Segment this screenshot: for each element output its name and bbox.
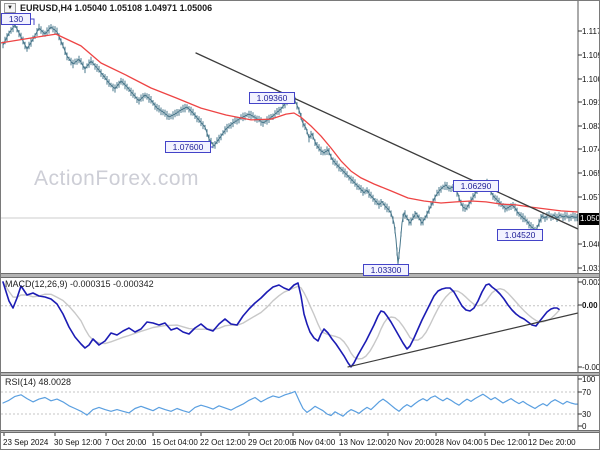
- time-axis-label: 13 Nov 12:00: [339, 438, 387, 447]
- macd-line: [2, 281, 560, 368]
- axis-label: -0.005584: [582, 363, 600, 372]
- axis-label: 1.07455: [582, 145, 599, 154]
- axis-label: 1.03155: [582, 264, 599, 273]
- time-axis-label: 5 Dec 12:00: [484, 438, 528, 447]
- current-price-tag: 1.05006: [579, 213, 600, 225]
- swing-price-label: 1.09360: [249, 92, 295, 104]
- panel-divider-main-macd[interactable]: [1, 273, 599, 278]
- time-axis-label: 23 Sep 2024: [3, 438, 49, 447]
- time-axis-label: 22 Oct 12:00: [200, 438, 246, 447]
- swing-price-label: 130: [1, 13, 31, 25]
- axis-label: 1.10030: [582, 75, 599, 84]
- panel-divider-macd-rsi[interactable]: [1, 372, 599, 376]
- macd-signal-line: [2, 281, 560, 360]
- rsi-indicator-label: RSI(14) 48.0028: [5, 377, 72, 387]
- symbol-dropdown-icon[interactable]: ▼: [4, 3, 16, 13]
- axis-label: 1.05730: [582, 193, 599, 202]
- axis-label: 100: [582, 375, 596, 384]
- axis-label: 0.00: [582, 301, 598, 310]
- macd-indicator-label: MACD(12,26,9) -0.000315 -0.000342: [5, 279, 154, 289]
- time-axis-label: 30 Sep 12:00: [54, 438, 102, 447]
- time-axis-label: 29 Oct 20:00: [248, 438, 294, 447]
- axis-label: 1.06580: [582, 169, 599, 178]
- swing-price-label: 1.04520: [497, 229, 543, 241]
- swing-price-label: 1.07600: [165, 141, 211, 153]
- swing-price-label: 1.03300: [363, 264, 409, 276]
- red-ma-line: [1, 33, 578, 213]
- chart-title: EURUSD,H4 1.05040 1.05108 1.04971 1.0500…: [19, 3, 213, 13]
- swing-price-label: 1.06290: [453, 180, 499, 192]
- time-axis-label: 20 Nov 20:00: [387, 438, 435, 447]
- axis-label: 0.002182: [582, 278, 599, 287]
- axis-label: 70: [582, 388, 591, 397]
- close-line: [2, 24, 578, 265]
- axis-label: 1.11755: [582, 27, 599, 36]
- time-axis-label: 7 Oct 20:00: [105, 438, 147, 447]
- axis-label: 1.04005: [582, 240, 599, 249]
- time-axis-label: 15 Oct 04:00: [152, 438, 198, 447]
- axis-label: 1.08305: [582, 122, 599, 131]
- watermark-text: ActionForex.com: [34, 167, 200, 190]
- macd-ascending-trendline: [347, 312, 578, 368]
- axis-label: 30: [582, 410, 591, 419]
- time-axis-label: 6 Nov 04:00: [292, 438, 336, 447]
- time-axis-label: 12 Dec 20:00: [528, 438, 576, 447]
- axis-label: 1.10905: [582, 51, 599, 60]
- axis-label: 1.09180: [582, 98, 599, 107]
- descending-trendline: [195, 52, 578, 230]
- panel-divider-rsi-timeaxis[interactable]: [1, 430, 599, 433]
- chart-title-bar: ▼ EURUSD,H4 1.05040 1.05108 1.04971 1.05…: [4, 3, 212, 13]
- rsi-line: [2, 390, 578, 417]
- time-axis-label: 28 Nov 04:00: [435, 438, 483, 447]
- axis-label: 0: [582, 422, 587, 431]
